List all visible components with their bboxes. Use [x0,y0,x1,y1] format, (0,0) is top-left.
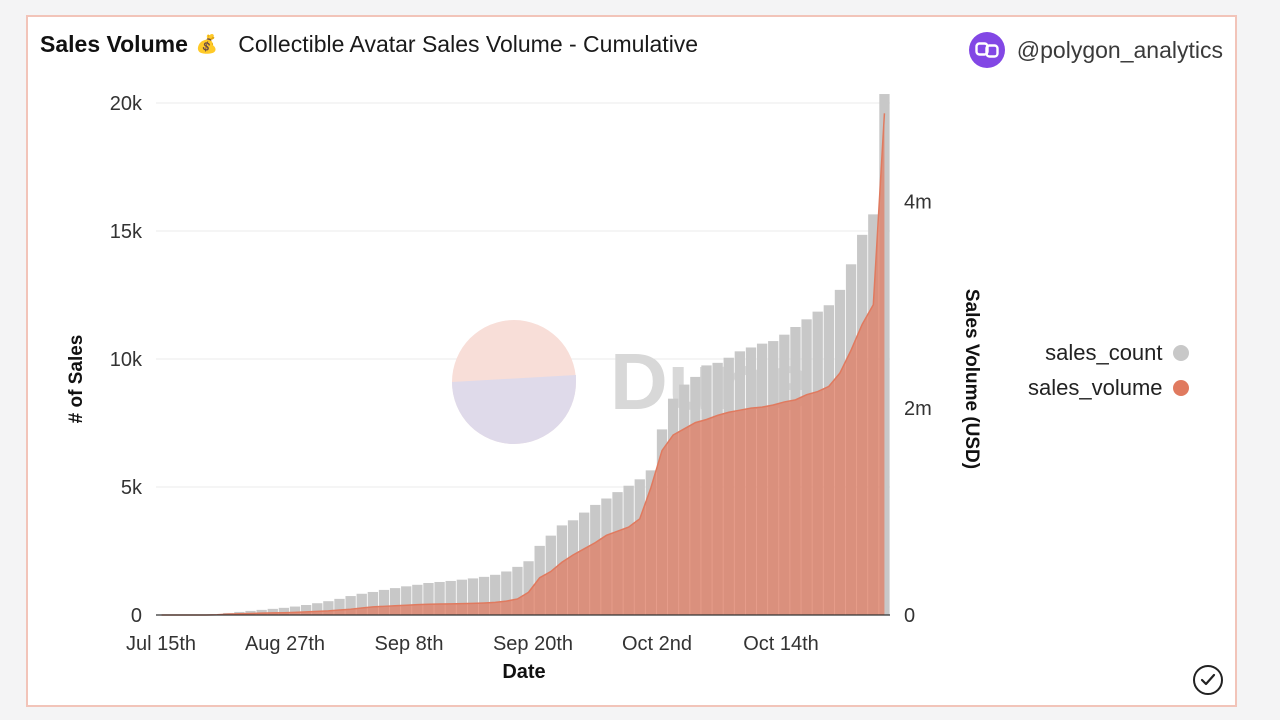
sales-count-bar[interactable] [879,94,890,616]
chart-title: Sales Volume [40,31,188,57]
chart-header: Sales Volume 💰 Collectible Avatar Sales … [40,31,698,58]
sales-count-bar[interactable] [501,571,512,615]
sales-volume-area-path [161,113,885,615]
check-circle-icon[interactable] [1193,665,1223,695]
y-right-tick-label: 2m [904,398,932,420]
sales-count-bar[interactable] [300,605,312,615]
sales-count-bar[interactable] [467,578,479,615]
sales-count-bar[interactable] [456,579,467,615]
money-bag-icon: 💰 [195,34,219,54]
x-tick-label: Oct 14th [743,633,819,655]
legend-label: sales_count [1045,339,1163,365]
sales-count-bar[interactable] [345,596,356,615]
y-left-tick-label: 15k [110,221,143,243]
y-left-tick-label: 10k [110,349,143,371]
sales-count-bar[interactable] [323,601,334,615]
sales-count-bar[interactable] [312,603,323,615]
legend-item-sales-volume[interactable]: sales_volume [1028,370,1189,405]
x-tick-label: Sep 8th [375,633,444,655]
legend-label: sales_volume [1028,374,1163,400]
sales-count-bar[interactable] [412,584,423,615]
y-left-tick-label: 5k [121,477,143,499]
legend-item-sales-count[interactable]: sales_count [1028,335,1189,370]
sales-count-bar[interactable] [378,589,390,615]
x-tick-label: Aug 27th [245,633,325,655]
sales-count-bar[interactable] [445,580,456,615]
sales-volume-area [161,113,886,616]
x-tick-label: Sep 20th [493,633,573,655]
sales-count-bar[interactable] [512,566,523,615]
sales-count-bar[interactable] [434,581,445,615]
legend-swatch [1172,344,1189,361]
sales-count-bar[interactable] [289,606,301,615]
sales-count-bar[interactable] [278,607,290,615]
sales-count-bar[interactable] [478,576,490,615]
x-tick-label: Oct 2nd [622,633,692,655]
y-right-tick-label: 4m [904,191,932,213]
sales-count-bar[interactable] [490,574,501,615]
chart-legend: sales_count sales_volume [1028,335,1189,405]
author-badge[interactable]: @polygon_analytics [968,32,1223,68]
sales-volume-line [161,113,886,616]
x-tick-label: Jul 15th [126,633,196,655]
polygon-logo-icon [968,32,1005,68]
sales-count-bar[interactable] [401,586,412,615]
sales-count-bar[interactable] [523,561,534,615]
y-axis-left-label: # of Sales [66,335,87,424]
author-handle: @polygon_analytics [1016,36,1223,63]
y-left-tick-label: 0 [131,605,142,627]
chart-subtitle: Collectible Avatar Sales Volume - Cumula… [238,31,699,57]
chart-card: Sales Volume 💰 Collectible Avatar Sales … [26,15,1237,707]
y-right-tick-label: 0 [904,605,915,627]
sales-count-bar[interactable] [423,583,434,615]
sales-count-bar[interactable] [389,588,401,615]
sales-count-bar[interactable] [356,593,367,615]
y-axis-right-label: Sales Volume (USD) [961,289,982,469]
x-axis-label: Date [502,661,545,683]
sales-count-bar[interactable] [334,598,345,615]
sales-count-bar[interactable] [367,591,379,615]
legend-swatch [1172,379,1189,396]
y-left-tick-label: 20k [110,93,143,115]
sales-count-bar[interactable] [267,608,278,615]
